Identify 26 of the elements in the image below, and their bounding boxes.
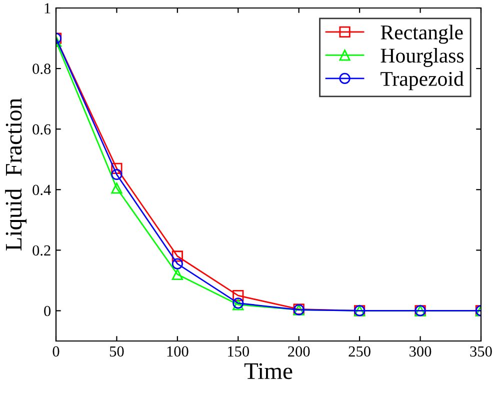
point: [111, 162, 122, 174]
x-tick-label: 200: [288, 346, 310, 357]
x-tick-label: 50: [110, 346, 124, 357]
point: [111, 168, 122, 180]
point: [172, 258, 183, 270]
x-tick-label: 100: [167, 346, 188, 357]
x-tick-label: 300: [410, 346, 432, 357]
x-tick-label: 150: [228, 346, 250, 357]
point: [172, 268, 183, 280]
x-tick-label: 350: [470, 346, 492, 357]
y-axis-title: Liquid Fraction: [5, 98, 26, 251]
point: [111, 182, 122, 194]
y-tick-label: 0.4: [32, 184, 51, 196]
y-tick-label: 0: [44, 306, 51, 316]
point: [232, 290, 244, 302]
y-tick-label: 0.2: [32, 245, 50, 256]
y-tick-label: 0.6: [32, 124, 51, 135]
y-tick-label: 1: [44, 3, 50, 14]
legend-label: Trapezoid: [380, 71, 464, 90]
x-tick-label: 250: [348, 346, 370, 357]
point: [172, 250, 183, 262]
x-tick-label: 0: [52, 346, 60, 357]
legend-label: Rectangle: [380, 24, 463, 44]
x-axis-title: Time: [244, 363, 292, 380]
legend-label: Hourglass: [380, 48, 464, 67]
y-tick-label: 0.8: [32, 64, 51, 74]
